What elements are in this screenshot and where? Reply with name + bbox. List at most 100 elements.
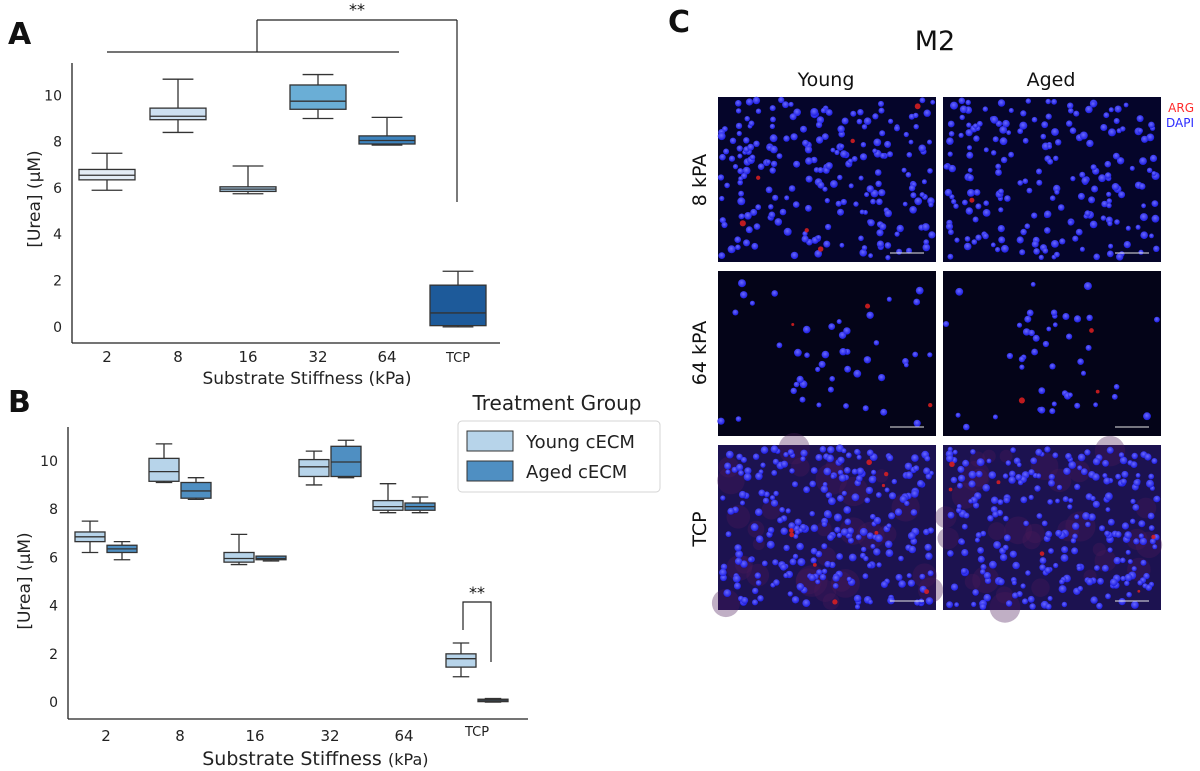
nucleus-dapi [1044,446,1051,453]
nucleus-dapi [762,497,770,504]
nucleus-dapi [951,199,957,205]
nucleus-dapi [1082,512,1090,520]
column-label-young: Young [797,69,855,91]
nucleus-dapi [1072,235,1079,242]
significance-label-b: ** [469,583,485,602]
nucleus-dapi [1044,567,1052,574]
nucleus-dapi [851,468,858,475]
nucleus-dapi [847,527,854,535]
nucleus-dapi [1003,534,1011,542]
nucleus-dapi [790,251,799,260]
nucleus-dapi [744,116,750,122]
nucleus-dapi [913,124,919,130]
arg-signal [817,246,824,252]
nucleus-dapi [1031,116,1038,123]
nucleus-dapi [927,570,934,577]
nucleus-dapi [894,125,900,132]
nucleus-dapi [836,553,843,560]
nucleus-dapi [1113,384,1120,390]
nucleus-dapi [830,474,836,479]
nucleus-dapi [913,465,920,472]
nucleus-dapi [1077,453,1086,462]
nucleus-dapi [896,224,904,233]
nucleus-dapi [1009,470,1016,478]
nucleus-dapi [717,174,725,181]
nucleus-dapi [1149,538,1156,545]
nucleus-dapi [1019,364,1025,370]
background-haze [1031,578,1050,597]
arg-signal [881,483,886,488]
nucleus-dapi [891,478,897,485]
nucleus-dapi [919,192,925,198]
nucleus-dapi [780,527,788,535]
nucleus-dapi [1123,102,1129,108]
nucleus-dapi [878,100,884,107]
micrograph-aged-64kpa [943,271,1161,436]
nucleus-dapi [972,123,979,129]
nucleus-dapi [970,449,976,455]
nucleus-dapi [880,581,888,588]
nucleus-dapi [1091,185,1099,193]
nucleus-dapi [1097,577,1104,585]
nucleus-dapi [992,414,998,420]
nucleus-dapi [886,454,894,462]
nucleus-dapi [848,553,857,562]
nucleus-dapi [783,572,789,579]
nucleus-dapi [1067,392,1073,398]
nucleus-dapi [1026,309,1034,317]
nucleus-dapi [752,453,760,460]
nucleus-dapi [823,467,832,476]
nucleus-dapi [966,122,972,128]
significance-bracket-b [462,601,492,662]
nucleus-dapi [864,192,870,198]
nucleus-dapi [717,132,726,141]
nucleus-dapi [1057,204,1065,211]
nucleus-dapi [1153,495,1161,503]
row-label-tcp: TCP [689,511,711,547]
nucleus-dapi [1120,575,1126,582]
nucleus-dapi [959,539,965,545]
nucleus-dapi [770,445,779,454]
nucleus-dapi [878,189,886,197]
nucleus-dapi [843,403,849,409]
nucleus-dapi [797,558,806,567]
nucleus-dapi [719,153,726,161]
nucleus-dapi [983,572,991,580]
nucleus-dapi [1101,200,1108,208]
nucleus-dapi [874,534,883,543]
nucleus-dapi [1139,213,1148,222]
nucleus-dapi [785,508,791,514]
background-haze [918,577,944,603]
nucleus-dapi [1025,570,1031,576]
legend-swatch-young [466,430,514,452]
nucleus-dapi [755,580,762,586]
nucleus-dapi [783,135,790,142]
nucleus-dapi [845,452,852,459]
nucleus-dapi [880,152,886,159]
nucleus-dapi [859,209,865,215]
nucleus-dapi [909,206,917,214]
nucleus-dapi [772,559,779,566]
nucleus-dapi [948,131,955,137]
nucleus-dapi [1066,333,1073,340]
nucleus-dapi [999,137,1008,146]
nucleus-dapi [1039,564,1046,571]
nucleus-dapi [1063,467,1071,475]
nucleus-dapi [787,449,794,456]
nucleus-dapi [921,179,927,185]
nucleus-dapi [815,136,824,144]
nucleus-dapi [743,239,750,247]
nucleus-dapi [728,155,736,162]
nucleus-dapi [851,156,858,162]
nucleus-dapi [769,134,778,143]
micrograph-aged-tcp [934,435,1163,623]
nucleus-dapi [789,558,797,566]
nucleus-dapi [1140,559,1147,566]
nucleus-dapi [763,491,770,498]
nucleus-dapi [1048,548,1054,554]
nucleus-dapi [855,534,862,541]
nucleus-dapi [914,599,921,606]
nucleus-dapi [975,532,982,539]
nucleus-dapi [750,208,758,216]
nucleus-dapi [834,526,841,533]
